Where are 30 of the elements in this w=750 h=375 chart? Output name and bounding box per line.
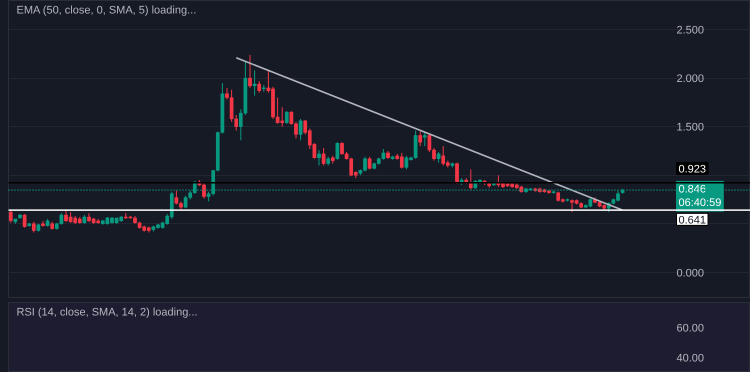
candlestick — [8, 210, 13, 224]
ref-line-label: 0.641 — [678, 214, 706, 226]
candlestick — [317, 149, 321, 166]
candlestick — [455, 162, 459, 184]
candlestick — [322, 148, 326, 166]
y-tick-label: 0.000 — [676, 267, 704, 280]
candlestick — [32, 221, 36, 233]
candlestick — [400, 152, 404, 169]
chart-title: EMA (50, close, 0, SMA, 5) loading... — [16, 4, 196, 16]
candlestick — [422, 132, 427, 147]
candlestick — [556, 191, 560, 202]
candlestick — [248, 54, 252, 88]
candlestick — [284, 110, 289, 124]
candlestick — [257, 80, 262, 94]
candlestick — [252, 70, 256, 96]
candlestick — [336, 142, 340, 160]
ref-line-label: 0.846 06:40:59 — [678, 183, 722, 210]
text: 60.00 — [676, 322, 704, 334]
y-tick-label: 2.500 — [676, 24, 704, 37]
candlestick — [298, 118, 302, 141]
candlestick — [22, 214, 26, 228]
candlestick — [436, 151, 440, 164]
candlestick — [441, 146, 446, 166]
y-tick-label: 2.000 — [676, 73, 704, 86]
candlestick — [418, 131, 422, 147]
y-tick-label: 1.500 — [676, 122, 704, 134]
text: 40.00 — [676, 352, 704, 364]
ref-line-label: 0.923 — [678, 163, 706, 176]
candlestick — [368, 156, 372, 170]
text: RSI (14, close, SMA, 14, 2) loading... — [16, 306, 198, 318]
